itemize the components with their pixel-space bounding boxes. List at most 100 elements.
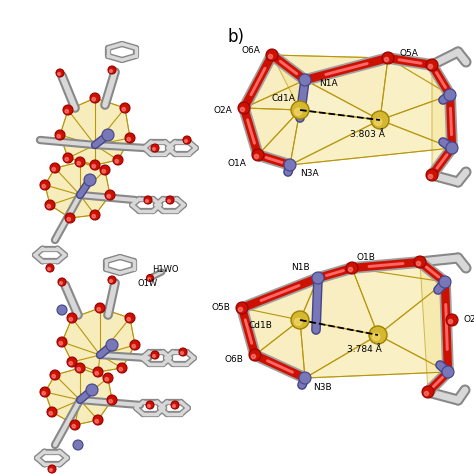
Circle shape xyxy=(40,387,50,397)
Circle shape xyxy=(147,405,150,407)
Circle shape xyxy=(90,93,100,103)
Polygon shape xyxy=(258,110,300,165)
Circle shape xyxy=(171,401,179,409)
Text: O2B: O2B xyxy=(464,316,474,325)
Circle shape xyxy=(57,135,61,138)
Circle shape xyxy=(95,303,105,313)
Circle shape xyxy=(109,400,112,403)
Circle shape xyxy=(102,170,106,173)
Circle shape xyxy=(238,308,243,311)
Text: N3A: N3A xyxy=(300,168,319,177)
Polygon shape xyxy=(62,308,135,372)
Circle shape xyxy=(416,261,420,265)
Circle shape xyxy=(113,155,123,165)
Polygon shape xyxy=(290,120,452,165)
Circle shape xyxy=(119,367,122,371)
Circle shape xyxy=(105,190,115,200)
Circle shape xyxy=(442,366,454,378)
Circle shape xyxy=(105,377,109,381)
Circle shape xyxy=(122,108,126,111)
Circle shape xyxy=(127,318,130,321)
Circle shape xyxy=(77,367,81,371)
Circle shape xyxy=(251,355,255,359)
Circle shape xyxy=(184,140,187,142)
Polygon shape xyxy=(244,80,305,110)
Text: 3.803 Å: 3.803 Å xyxy=(350,130,385,139)
Circle shape xyxy=(255,155,259,159)
Circle shape xyxy=(252,149,264,161)
Text: O6A: O6A xyxy=(241,46,260,55)
Circle shape xyxy=(371,111,389,129)
Circle shape xyxy=(125,313,135,323)
Circle shape xyxy=(67,218,71,221)
Circle shape xyxy=(428,174,433,179)
Circle shape xyxy=(67,313,77,323)
Polygon shape xyxy=(244,108,300,155)
Circle shape xyxy=(428,64,433,69)
Circle shape xyxy=(42,184,46,188)
Circle shape xyxy=(70,420,80,430)
Text: O5B: O5B xyxy=(211,303,230,312)
Circle shape xyxy=(65,213,75,223)
Circle shape xyxy=(127,137,130,141)
Text: O1B: O1B xyxy=(357,254,376,263)
Circle shape xyxy=(57,305,67,315)
Circle shape xyxy=(109,280,112,283)
Polygon shape xyxy=(300,80,380,120)
Circle shape xyxy=(414,256,426,268)
Circle shape xyxy=(107,194,110,198)
Circle shape xyxy=(90,160,100,170)
Circle shape xyxy=(448,319,453,324)
Circle shape xyxy=(446,142,458,154)
Circle shape xyxy=(93,367,103,377)
Circle shape xyxy=(52,374,55,378)
Circle shape xyxy=(95,419,99,423)
Circle shape xyxy=(106,339,118,351)
Circle shape xyxy=(284,159,296,171)
Circle shape xyxy=(373,333,380,340)
Polygon shape xyxy=(272,55,305,110)
Circle shape xyxy=(291,101,309,119)
Circle shape xyxy=(47,407,57,417)
Circle shape xyxy=(130,340,140,350)
Circle shape xyxy=(48,465,56,473)
Circle shape xyxy=(424,392,428,396)
Circle shape xyxy=(72,425,75,428)
Polygon shape xyxy=(45,368,112,425)
Text: O5A: O5A xyxy=(400,48,419,57)
Circle shape xyxy=(50,370,60,380)
Circle shape xyxy=(153,147,155,150)
Text: O6B: O6B xyxy=(224,356,243,365)
Circle shape xyxy=(168,200,170,202)
Circle shape xyxy=(312,272,324,284)
Circle shape xyxy=(93,415,103,425)
Circle shape xyxy=(92,215,95,218)
Text: N1B: N1B xyxy=(292,264,310,273)
Circle shape xyxy=(181,352,183,355)
Circle shape xyxy=(67,357,77,367)
Circle shape xyxy=(382,52,394,64)
Text: N3B: N3B xyxy=(313,383,332,392)
Polygon shape xyxy=(305,58,388,120)
Circle shape xyxy=(173,405,175,407)
Circle shape xyxy=(249,349,261,361)
Circle shape xyxy=(444,89,456,101)
Polygon shape xyxy=(45,162,110,218)
Circle shape xyxy=(69,318,73,321)
Text: Cd1A: Cd1A xyxy=(271,93,295,102)
Circle shape xyxy=(42,392,46,395)
Circle shape xyxy=(109,70,112,73)
Text: 3.784 Å: 3.784 Å xyxy=(347,346,382,355)
Circle shape xyxy=(115,159,118,163)
Circle shape xyxy=(439,276,451,288)
Circle shape xyxy=(40,180,50,190)
Polygon shape xyxy=(305,335,448,378)
Circle shape xyxy=(236,302,248,314)
Circle shape xyxy=(45,200,55,210)
Circle shape xyxy=(295,318,302,325)
Circle shape xyxy=(52,167,55,171)
Circle shape xyxy=(86,384,98,396)
Circle shape xyxy=(63,153,73,163)
Circle shape xyxy=(166,196,174,204)
Circle shape xyxy=(268,55,273,59)
